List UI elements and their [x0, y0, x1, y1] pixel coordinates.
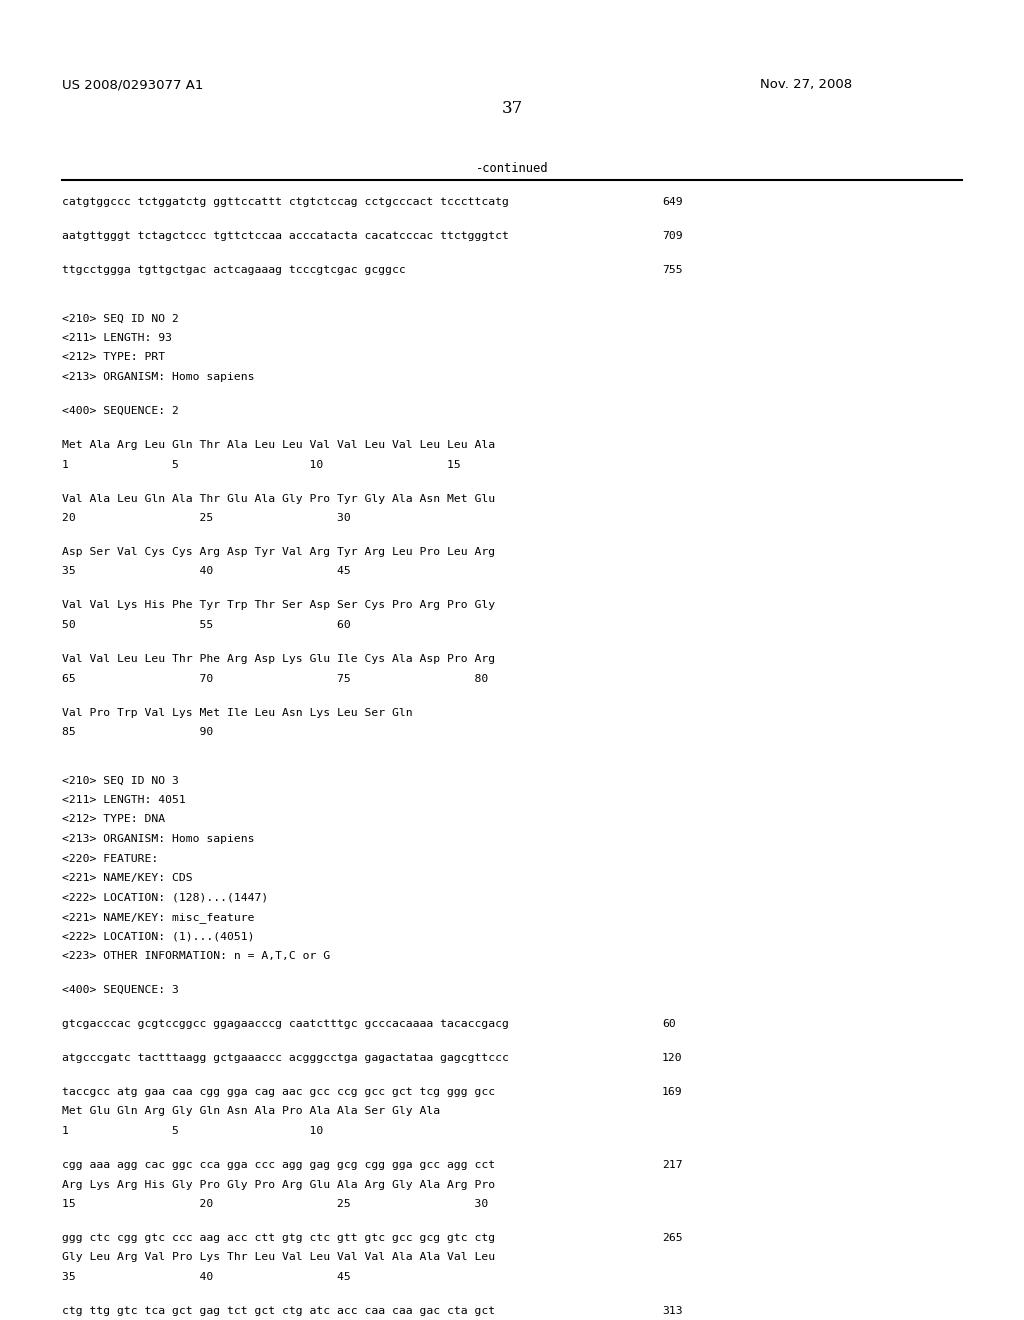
- Text: 35                  40                  45: 35 40 45: [62, 566, 351, 577]
- Text: Val Val Leu Leu Thr Phe Arg Asp Lys Glu Ile Cys Ala Asp Pro Arg: Val Val Leu Leu Thr Phe Arg Asp Lys Glu …: [62, 653, 496, 664]
- Text: <222> LOCATION: (128)...(1447): <222> LOCATION: (128)...(1447): [62, 892, 268, 903]
- Text: Val Val Lys His Phe Tyr Trp Thr Ser Asp Ser Cys Pro Arg Pro Gly: Val Val Lys His Phe Tyr Trp Thr Ser Asp …: [62, 601, 496, 610]
- Text: Val Pro Trp Val Lys Met Ile Leu Asn Lys Leu Ser Gln: Val Pro Trp Val Lys Met Ile Leu Asn Lys …: [62, 708, 413, 718]
- Text: 755: 755: [662, 265, 683, 275]
- Text: <400> SEQUENCE: 2: <400> SEQUENCE: 2: [62, 407, 179, 416]
- Text: cgg aaa agg cac ggc cca gga ccc agg gag gcg cgg gga gcc agg cct: cgg aaa agg cac ggc cca gga ccc agg gag …: [62, 1160, 496, 1170]
- Text: Asp Ser Val Cys Cys Arg Asp Tyr Val Arg Tyr Arg Leu Pro Leu Arg: Asp Ser Val Cys Cys Arg Asp Tyr Val Arg …: [62, 546, 496, 557]
- Text: Arg Lys Arg His Gly Pro Gly Pro Arg Glu Ala Arg Gly Ala Arg Pro: Arg Lys Arg His Gly Pro Gly Pro Arg Glu …: [62, 1180, 496, 1189]
- Text: 35                  40                  45: 35 40 45: [62, 1272, 351, 1282]
- Text: ctg ttg gtc tca gct gag tct gct ctg atc acc caa caa gac cta gct: ctg ttg gtc tca gct gag tct gct ctg atc …: [62, 1305, 496, 1316]
- Text: aatgttgggt tctagctccc tgttctccaa acccatacta cacatcccac ttctgggtct: aatgttgggt tctagctccc tgttctccaa acccata…: [62, 231, 509, 242]
- Text: <210> SEQ ID NO 3: <210> SEQ ID NO 3: [62, 776, 179, 785]
- Text: Gly Leu Arg Val Pro Lys Thr Leu Val Leu Val Val Ala Ala Val Leu: Gly Leu Arg Val Pro Lys Thr Leu Val Leu …: [62, 1253, 496, 1262]
- Text: <212> TYPE: PRT: <212> TYPE: PRT: [62, 352, 165, 363]
- Text: -continued: -continued: [476, 162, 548, 176]
- Text: <212> TYPE: DNA: <212> TYPE: DNA: [62, 814, 165, 825]
- Text: <220> FEATURE:: <220> FEATURE:: [62, 854, 159, 863]
- Text: <211> LENGTH: 4051: <211> LENGTH: 4051: [62, 795, 185, 805]
- Text: Met Glu Gln Arg Gly Gln Asn Ala Pro Ala Ala Ser Gly Ala: Met Glu Gln Arg Gly Gln Asn Ala Pro Ala …: [62, 1106, 440, 1117]
- Text: 1               5                   10                  15: 1 5 10 15: [62, 459, 461, 470]
- Text: <211> LENGTH: 93: <211> LENGTH: 93: [62, 333, 172, 343]
- Text: gtcgacccac gcgtccggcc ggagaacccg caatctttgc gcccacaaaa tacaccgacg: gtcgacccac gcgtccggcc ggagaacccg caatctt…: [62, 1019, 509, 1030]
- Text: 65                  70                  75                  80: 65 70 75 80: [62, 673, 488, 684]
- Text: Val Ala Leu Gln Ala Thr Glu Ala Gly Pro Tyr Gly Ala Asn Met Glu: Val Ala Leu Gln Ala Thr Glu Ala Gly Pro …: [62, 494, 496, 503]
- Text: <221> NAME/KEY: misc_feature: <221> NAME/KEY: misc_feature: [62, 912, 255, 923]
- Text: taccgcc atg gaa caa cgg gga cag aac gcc ccg gcc gct tcg ggg gcc: taccgcc atg gaa caa cgg gga cag aac gcc …: [62, 1086, 496, 1097]
- Text: <210> SEQ ID NO 2: <210> SEQ ID NO 2: [62, 314, 179, 323]
- Text: catgtggccc tctggatctg ggttccattt ctgtctccag cctgcccact tcccttcatg: catgtggccc tctggatctg ggttccattt ctgtctc…: [62, 197, 509, 207]
- Text: 709: 709: [662, 231, 683, 242]
- Text: 1               5                   10: 1 5 10: [62, 1126, 324, 1137]
- Text: <223> OTHER INFORMATION: n = A,T,C or G: <223> OTHER INFORMATION: n = A,T,C or G: [62, 950, 330, 961]
- Text: <400> SEQUENCE: 3: <400> SEQUENCE: 3: [62, 985, 179, 995]
- Text: <213> ORGANISM: Homo sapiens: <213> ORGANISM: Homo sapiens: [62, 372, 255, 381]
- Text: ttgcctggga tgttgctgac actcagaaag tcccgtcgac gcggcc: ttgcctggga tgttgctgac actcagaaag tcccgtc…: [62, 265, 406, 275]
- Text: 15                  20                  25                  30: 15 20 25 30: [62, 1199, 488, 1209]
- Text: 120: 120: [662, 1053, 683, 1063]
- Text: 50                  55                  60: 50 55 60: [62, 620, 351, 630]
- Text: US 2008/0293077 A1: US 2008/0293077 A1: [62, 78, 204, 91]
- Text: 85                  90: 85 90: [62, 727, 213, 737]
- Text: atgcccgatc tactttaagg gctgaaaccc acgggcctga gagactataa gagcgttccc: atgcccgatc tactttaagg gctgaaaccc acgggcc…: [62, 1053, 509, 1063]
- Text: 169: 169: [662, 1086, 683, 1097]
- Text: 37: 37: [502, 100, 522, 117]
- Text: Met Ala Arg Leu Gln Thr Ala Leu Leu Val Val Leu Val Leu Leu Ala: Met Ala Arg Leu Gln Thr Ala Leu Leu Val …: [62, 440, 496, 450]
- Text: 20                  25                  30: 20 25 30: [62, 513, 351, 523]
- Text: <222> LOCATION: (1)...(4051): <222> LOCATION: (1)...(4051): [62, 932, 255, 941]
- Text: Nov. 27, 2008: Nov. 27, 2008: [760, 78, 852, 91]
- Text: ggg ctc cgg gtc ccc aag acc ctt gtg ctc gtt gtc gcc gcg gtc ctg: ggg ctc cgg gtc ccc aag acc ctt gtg ctc …: [62, 1233, 496, 1243]
- Text: 649: 649: [662, 197, 683, 207]
- Text: 313: 313: [662, 1305, 683, 1316]
- Text: <213> ORGANISM: Homo sapiens: <213> ORGANISM: Homo sapiens: [62, 834, 255, 843]
- Text: 265: 265: [662, 1233, 683, 1243]
- Text: <221> NAME/KEY: CDS: <221> NAME/KEY: CDS: [62, 873, 193, 883]
- Text: 217: 217: [662, 1160, 683, 1170]
- Text: 60: 60: [662, 1019, 676, 1030]
